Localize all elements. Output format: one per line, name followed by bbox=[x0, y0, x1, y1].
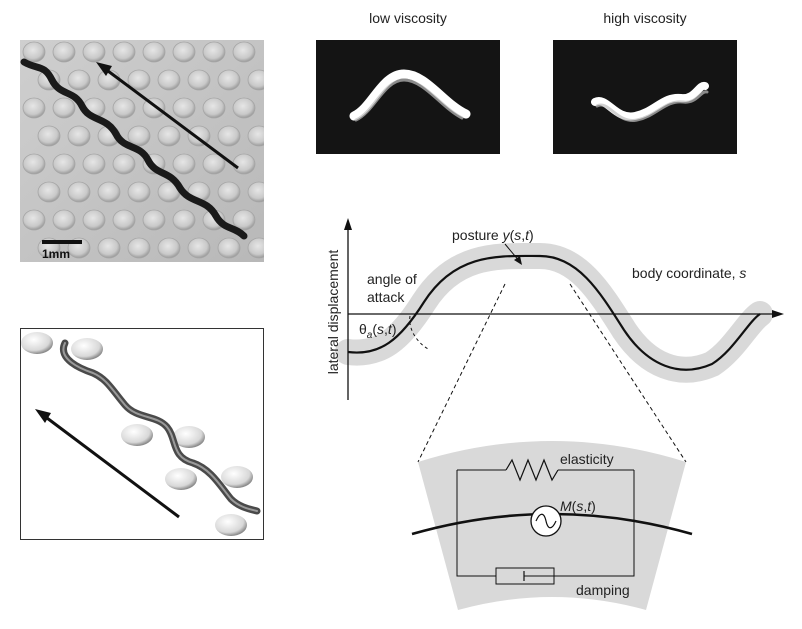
pillar bbox=[157, 125, 181, 147]
worm-photo-panel: 1mm bbox=[20, 40, 264, 262]
pillar bbox=[52, 153, 76, 175]
elasticity-label: elasticity bbox=[560, 451, 614, 467]
pillar bbox=[67, 125, 91, 147]
pillar bbox=[112, 209, 136, 231]
pillar bbox=[202, 97, 226, 119]
pillar bbox=[217, 237, 241, 259]
pillar bbox=[127, 69, 151, 91]
pillar bbox=[82, 153, 106, 175]
body-coordinate-label: body coordinate, s bbox=[632, 265, 746, 281]
simulation-svg bbox=[21, 332, 261, 536]
pillar bbox=[172, 97, 196, 119]
direction-arrowhead bbox=[96, 62, 112, 76]
pillar bbox=[217, 69, 241, 91]
y-axis-label: lateral displacement bbox=[325, 250, 341, 375]
pillar bbox=[157, 69, 181, 91]
pillar bbox=[157, 237, 181, 259]
pillar bbox=[232, 97, 256, 119]
pillar bbox=[52, 209, 76, 231]
pillar bbox=[142, 209, 166, 231]
pillar bbox=[247, 181, 264, 203]
angle-of-attack-line1: angle of bbox=[367, 271, 417, 287]
spring bbox=[505, 458, 559, 482]
pillar bbox=[172, 209, 196, 231]
pillar bbox=[247, 125, 264, 147]
pillar bbox=[67, 69, 91, 91]
pillar bbox=[97, 237, 121, 259]
pillar bbox=[127, 181, 151, 203]
pillar bbox=[232, 209, 256, 231]
pillar bbox=[247, 69, 264, 91]
motor-label: M(s,t) bbox=[560, 498, 596, 514]
worm-body bbox=[20, 58, 248, 240]
pillar bbox=[187, 237, 211, 259]
simulation-panel bbox=[20, 328, 264, 540]
circuit-right bbox=[572, 470, 635, 577]
pillar bbox=[97, 181, 121, 203]
pillar bbox=[187, 69, 211, 91]
pillar bbox=[52, 41, 76, 63]
pillar bbox=[127, 237, 151, 259]
simulated-pillars bbox=[21, 332, 253, 536]
pillar bbox=[142, 41, 166, 63]
pillar bbox=[172, 41, 196, 63]
direction-arrow-line bbox=[103, 66, 239, 170]
high-viscosity-label: high viscosity bbox=[603, 10, 687, 26]
pillar bbox=[217, 181, 241, 203]
high-viscosity-image bbox=[553, 40, 737, 154]
simulation-arrow-line bbox=[42, 413, 180, 519]
pillar bbox=[22, 153, 46, 175]
pillar bbox=[22, 97, 46, 119]
pillar-grid bbox=[22, 41, 264, 259]
pillar bbox=[22, 209, 46, 231]
pillar bbox=[67, 181, 91, 203]
scale-bar bbox=[42, 240, 82, 244]
low-viscosity-label: low viscosity bbox=[369, 10, 447, 26]
pillar bbox=[247, 237, 264, 259]
pillar bbox=[217, 125, 241, 147]
pillar bbox=[202, 41, 226, 63]
angle-tangent bbox=[409, 315, 431, 351]
angle-of-attack-line2: attack bbox=[367, 289, 405, 305]
pillar bbox=[127, 125, 151, 147]
damping-label: damping bbox=[576, 582, 630, 598]
pillar bbox=[82, 209, 106, 231]
pillar bbox=[82, 41, 106, 63]
pillar bbox=[112, 41, 136, 63]
pillar bbox=[52, 97, 76, 119]
pillar bbox=[172, 153, 196, 175]
x-axis-arrowhead bbox=[772, 310, 784, 318]
pillar bbox=[112, 97, 136, 119]
posture-label: posture y(s,t) bbox=[452, 227, 534, 243]
zoom-line-left bbox=[417, 283, 506, 463]
worm-photo-svg: 1mm bbox=[20, 40, 264, 262]
pillar bbox=[37, 181, 61, 203]
y-axis-arrowhead bbox=[344, 218, 352, 230]
scale-bar-label: 1mm bbox=[42, 247, 70, 261]
low-viscosity-image bbox=[316, 40, 500, 154]
zoom-line-right bbox=[569, 283, 687, 463]
pillar bbox=[112, 153, 136, 175]
circuit-left bbox=[456, 470, 496, 577]
pillar bbox=[187, 125, 211, 147]
pillar bbox=[37, 125, 61, 147]
pillar bbox=[232, 41, 256, 63]
posture-curve bbox=[347, 254, 761, 371]
theta-label: θa(s,t) bbox=[359, 321, 396, 341]
simulation-arrowhead bbox=[35, 409, 51, 423]
pillar bbox=[202, 153, 226, 175]
pillar bbox=[22, 41, 46, 63]
